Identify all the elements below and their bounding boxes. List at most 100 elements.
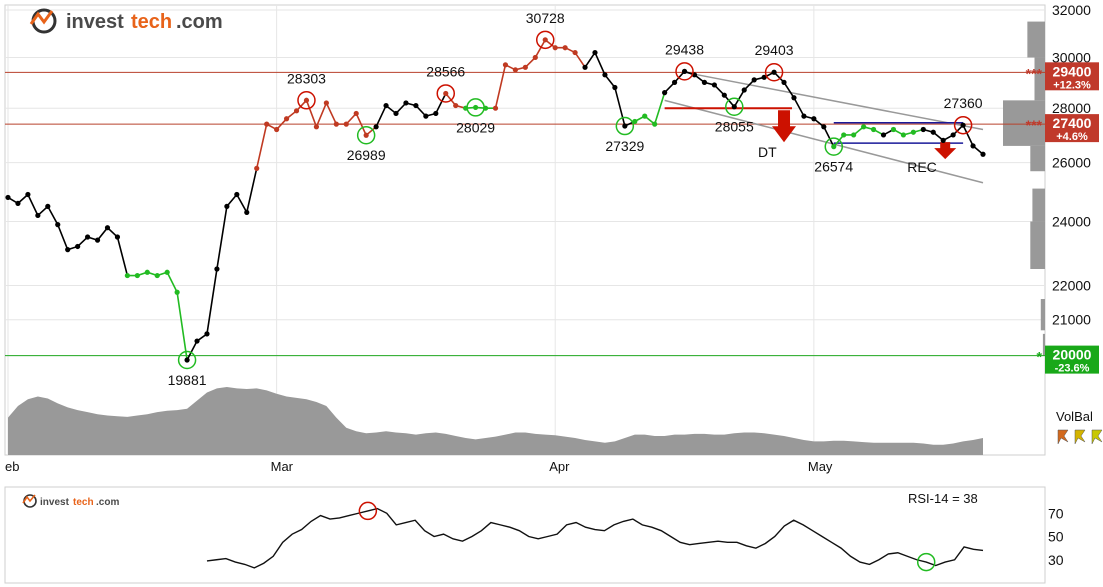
price-point [254,165,260,171]
price-point [473,104,479,111]
price-axis: 32000 30000 28000 26000 24000 22000 21000 20000 [1052,2,1091,364]
price-point [303,97,310,103]
volbal-indicator: VolBal [1056,409,1103,445]
rsi-series [206,507,984,569]
level-tag-box [1045,345,1099,374]
price-point [562,45,568,51]
logo-small-text-plain: invest [40,497,70,508]
price-point [55,222,61,228]
price-point [950,132,956,138]
price-point [154,272,160,279]
signal-markers: DT REC [664,107,964,175]
price-point [274,126,280,133]
bottom-label: 19881 [168,372,207,388]
rec-label: REC [907,159,937,175]
level-stars: *** [1026,117,1043,133]
price-point [751,77,757,83]
price-point [662,89,668,96]
price-point [343,121,349,127]
investtech-logo[interactable]: invest tech .com [29,8,223,34]
price-point [831,144,837,150]
bottom-marker [725,97,744,116]
price-point [841,132,847,138]
price-segment-green [465,106,496,109]
price-point [5,194,11,201]
price-point [84,234,91,240]
top-label: 28566 [426,63,465,79]
rsi-tick-label: 70 [1048,505,1064,521]
volume-profile-bar [1030,221,1045,270]
price-point [970,143,976,149]
price-point [671,79,678,85]
y-tick-label: 28000 [1052,100,1091,116]
price-point [35,212,41,219]
price-point [731,104,737,110]
price-point [771,69,777,75]
date-axis: eb Mar Apr May [5,459,833,474]
price-point [532,54,538,61]
x-tick-label: Mar [271,459,294,474]
price-point [632,118,638,125]
price-point [413,102,419,109]
price-point [373,124,379,130]
price-point [602,72,608,78]
price-point [283,116,290,122]
level-tags: *** 29400+12.3% *** 27400+4.6% * 20000-23.6% [1026,62,1099,375]
price-point [701,79,708,85]
price-point [652,121,658,127]
top-marker [535,30,555,50]
top-marker [675,62,694,81]
price-point [114,234,121,240]
price-point [65,247,71,253]
y-tick-label: 24000 [1052,214,1091,230]
channel-lower-line [664,99,984,184]
price-point [363,132,369,138]
level-tag-box [1045,62,1099,91]
volbal-arrow-icon [1057,429,1069,445]
price-point [124,272,130,279]
price-point [204,331,210,337]
price-point [144,269,150,275]
price-point [184,357,190,363]
bottom-label: 28055 [715,119,754,135]
price-segment-green [634,92,666,126]
price-point [642,113,648,119]
volume-profile-bar [1030,145,1045,172]
price-point [512,67,518,73]
price-point [522,64,528,70]
x-tick-label: eb [5,459,19,474]
logo-text-plain: invest [66,11,124,33]
price-point [552,45,558,51]
volume-profile-bar [1034,57,1045,101]
price-point [244,209,250,216]
level-tag-box [1045,114,1099,143]
price-point [821,124,827,130]
top-marker [953,115,973,135]
bottom-marker [177,350,197,370]
logo-swoosh-small [22,494,36,504]
channel-upper-line [684,71,984,131]
rsi-axis: 70 50 30 [1048,505,1064,568]
price-point [711,82,717,88]
price-point [880,132,887,138]
price-point [134,272,140,279]
top-label: 30728 [526,10,565,26]
price-segment-red [494,38,586,109]
volume-area-fill [8,387,983,455]
volume-profile-bar [1027,21,1045,58]
top-marker [436,84,456,103]
price-point [323,100,329,106]
price-point [214,266,220,272]
price-point [870,126,877,133]
price-point [502,62,509,68]
bottom-marker [824,137,844,156]
price-point [811,116,817,122]
investtech-logo-small[interactable]: invest tech .com [22,494,119,508]
rsi-panel: 70 50 30 RSI-14 = 38 [4,486,1064,584]
bottom-marker [356,125,376,145]
rsi-title: RSI-14 = 38 [908,491,978,506]
volume-area [8,387,983,455]
volbal-arrow-icon [1074,429,1086,445]
logo-text-suffix: .com [176,11,223,33]
price-point [980,151,986,157]
